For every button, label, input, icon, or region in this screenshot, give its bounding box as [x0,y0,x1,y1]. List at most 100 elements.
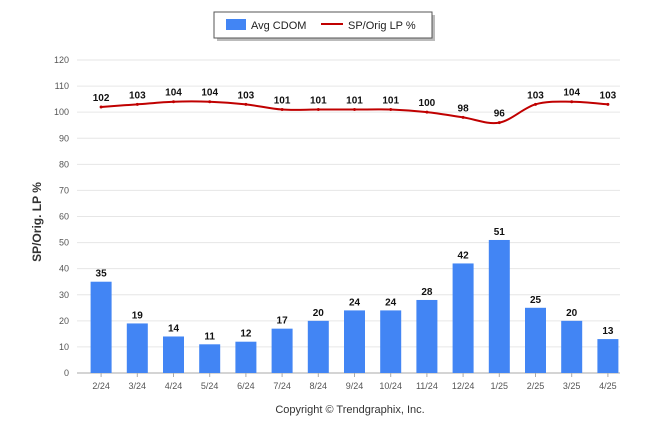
x-tick-label: 8/24 [310,381,328,391]
y-axis-ticks: 0 10 20 30 40 50 60 70 80 90 100 110 120 [54,55,69,378]
line-point [99,105,103,109]
line-point [534,102,537,106]
y-tick-label: 110 [55,81,69,91]
bar-data-label: 51 [494,227,506,238]
line-point [606,102,610,106]
bar [561,320,583,373]
x-tick-label: 10/24 [379,381,402,391]
line-data-label: 101 [382,96,399,107]
line-data-label: 101 [346,96,363,107]
bar [90,281,112,373]
bar [525,307,546,373]
x-tick-label: 3/24 [129,381,147,391]
x-tick-label: 12/24 [452,381,475,391]
y-tick-label: 30 [59,290,69,300]
bar-data-label: 24 [349,297,361,308]
bar-data-label: 12 [240,329,252,340]
bar [307,320,329,373]
bar [344,310,365,373]
x-tick-label: 6/24 [237,381,255,391]
line-data-label: 101 [274,96,291,107]
copyright-footer: Copyright © Trendgraphix, Inc. [275,404,424,416]
bar [199,344,221,373]
bar-data-labels: 35 19 14 11 12 17 20 24 24 28 42 51 25 20 13 [96,227,614,342]
x-tick-label: 2/25 [527,381,545,391]
line-point [244,102,248,106]
x-tick-label: 4/25 [599,381,617,391]
line-data-label: 101 [310,96,327,107]
line-data-label: 102 [93,93,110,104]
legend-label-line: SP/Orig LP % [348,20,416,32]
line-point [135,102,139,106]
x-axis-ticks: 2/24 3/24 4/24 5/24 6/24 7/24 8/24 9/24 10/24 11/… [92,373,617,391]
bar [416,299,438,373]
x-tick-label: 11/24 [416,381,438,391]
legend: Avg CDOM SP/Orig LP % [213,11,435,41]
y-tick-label: 120 [54,55,69,65]
x-tick-label: 5/24 [201,381,219,391]
bar [163,336,184,373]
bar [380,310,402,373]
y-tick-label: 80 [59,159,69,169]
bar [597,339,619,373]
line-point [425,110,429,114]
y-axis-title: SP/Orig. LP % [30,182,44,262]
bar [235,341,257,373]
line-data-label: 100 [419,98,436,109]
bar-data-label: 19 [132,310,144,321]
line-data-label: 103 [527,90,544,101]
line-point [208,100,212,104]
line-point [389,108,393,112]
bar-data-label: 42 [458,250,470,261]
line-data-label: 104 [563,88,580,99]
line-data-label: 96 [494,109,506,120]
line-point [497,121,501,125]
bar [488,239,510,373]
bar-data-label: 24 [385,297,397,308]
x-tick-label: 9/24 [346,381,364,391]
line-data-label: 98 [458,103,470,114]
y-tick-label: 60 [59,212,69,222]
line-data-labels: 102 103 104 104 103 101 101 101 101 100 98 96 103 104… [93,88,617,120]
bar-data-label: 17 [277,316,289,327]
y-tick-label: 100 [54,107,69,117]
y-tick-label: 10 [59,342,69,352]
y-tick-label: 20 [59,316,69,326]
y-tick-label: 90 [59,133,69,143]
bar-data-label: 28 [421,287,433,298]
x-tick-label: 4/24 [165,381,183,391]
line-point [461,115,465,119]
x-tick-label: 1/25 [491,381,509,391]
line-data-label: 104 [201,88,218,99]
line-point [316,108,320,112]
bar-data-label: 35 [96,269,108,280]
legend-swatch-bar [226,19,246,30]
legend-label-bar: Avg CDOM [251,20,306,32]
y-tick-label: 50 [59,238,69,248]
bar [452,263,474,373]
bar [271,328,293,373]
bar-data-label: 20 [313,308,325,319]
line-point [570,100,574,104]
line-data-label: 103 [238,90,255,101]
line-data-label: 104 [165,88,182,99]
bar-series [90,239,619,373]
bar [126,323,148,373]
bar-data-label: 20 [566,308,578,319]
bar-data-label: 13 [602,326,614,337]
bar-data-label: 25 [530,295,542,306]
x-tick-label: 3/25 [563,381,581,391]
line-series [99,100,610,125]
y-tick-label: 0 [64,368,69,378]
line-point [353,108,356,112]
y-tick-label: 70 [59,185,69,195]
line-point [172,100,175,104]
y-tick-label: 40 [59,264,69,274]
x-tick-label: 2/24 [92,381,110,391]
line-point [280,108,284,112]
bar-data-label: 11 [204,331,215,342]
line-data-label: 103 [600,90,617,101]
bar-data-label: 14 [168,323,180,334]
x-tick-label: 7/24 [273,381,291,391]
